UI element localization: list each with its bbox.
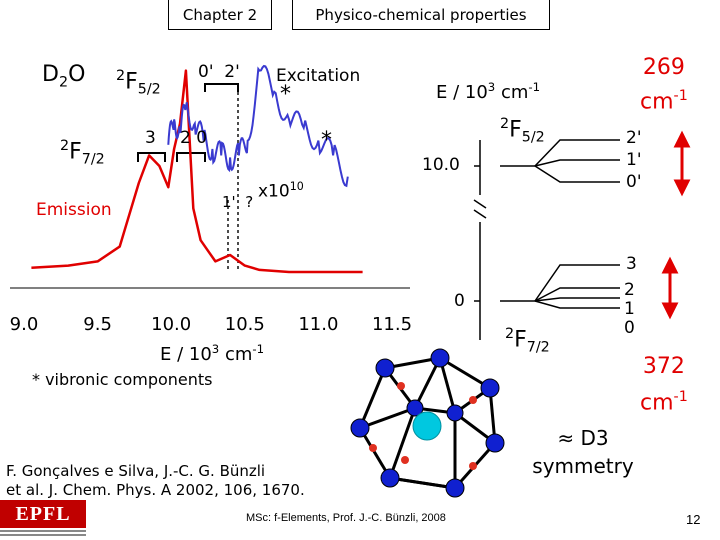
upper-manifold-levels	[500, 139, 620, 183]
lower-level-1: 1	[624, 299, 635, 319]
x-tick-label: 9.5	[83, 314, 112, 335]
lower-splitting-label: 372 cm-1	[640, 354, 688, 416]
species-label: D2O	[42, 62, 86, 91]
x-axis-title: E / 103 cm-1	[160, 342, 265, 365]
spectrum-figure: 9.0 9.5 10.0 10.5 11.0 11.5	[10, 64, 412, 335]
transition-guides	[227, 92, 239, 270]
lower-term-label: 2F7/2	[60, 138, 105, 168]
upper-splitting-arrow	[673, 130, 691, 197]
lower-splitting-arrow	[661, 256, 679, 320]
upper-term-label: 2F5/2	[116, 68, 161, 98]
x-tick-label: 10.0	[151, 314, 191, 335]
reference: F. Gonçalves e Silva, J.-C. G. Bünzli et…	[6, 462, 305, 500]
molecule-structure	[350, 348, 505, 498]
x-tick-labels: 9.0 9.5 10.0 10.5 11.0 11.5	[10, 314, 412, 335]
chapter-label: Chapter 2	[182, 5, 258, 24]
page-number: 12	[686, 512, 701, 527]
lower-level-0: 0	[624, 318, 635, 338]
emission-label: Emission	[36, 200, 112, 220]
oxygen-atoms	[350, 348, 505, 498]
upper-level-0p: 0'	[626, 172, 642, 192]
diagram-upper-term: 2F5/2	[500, 116, 545, 146]
lower-manifold-levels	[500, 264, 620, 309]
x-tick-label: 11.0	[298, 314, 338, 335]
lower-level-3: 3	[626, 254, 637, 274]
asterisk-2: *	[321, 128, 332, 153]
upper-level-1p: 1'	[626, 150, 642, 170]
upper-level-2p: 2'	[626, 128, 642, 148]
excitation-label: Excitation	[276, 66, 361, 86]
metal-center-atom	[412, 411, 442, 441]
upper-levels-label: 0' 2'	[198, 62, 240, 82]
lower-level-2: 2	[624, 280, 635, 300]
energy-level-diagram	[473, 130, 691, 340]
emission-series-line	[31, 69, 363, 274]
upper-splitting-label: 269 cm-1	[640, 55, 688, 115]
hot-band-label: 1' ?	[222, 193, 254, 211]
section-tab: Physico-chemical properties	[292, 0, 550, 30]
x-tick-label: 9.0	[10, 314, 39, 335]
lower-levels-label-a: 3	[145, 128, 156, 148]
upper-level-bracket	[204, 83, 239, 92]
diagram-tick-high: 10.0	[422, 155, 460, 175]
reference-line-1: F. Gonçalves e Silva, J.-C. G. Bünzli	[6, 462, 266, 480]
reference-line-2: et al. J. Chem. Phys. A 2002, 106, 1670.	[6, 481, 305, 499]
section-label: Physico-chemical properties	[315, 5, 527, 24]
diagram-lower-term: 2F7/2	[505, 326, 550, 356]
scale-label: x1010	[258, 180, 304, 202]
epfl-logo: EPFL	[0, 500, 88, 540]
x-tick-label: 11.5	[372, 314, 412, 335]
chapter-tab: Chapter 2	[168, 0, 272, 30]
symmetry-text: ≈ D3 symmetry	[532, 426, 634, 478]
epfl-logo-mark: EPFL	[0, 500, 86, 528]
symmetry-label: ≈ D3 symmetry	[518, 424, 648, 480]
lower-levels-label-b: 2 0	[180, 128, 208, 148]
asterisk-1: *	[280, 82, 291, 107]
x-tick-label: 10.5	[225, 314, 265, 335]
footnote: * vibronic components	[32, 370, 213, 389]
course-footer: MSc: f-Elements, Prof. J.-C. Bünzli, 200…	[246, 512, 446, 524]
excitation-series-line	[167, 64, 349, 188]
hydrogen-atoms	[369, 382, 477, 470]
diagram-axis-title: E / 103 cm-1	[436, 80, 541, 103]
diagram-tick-low: 0	[454, 291, 465, 311]
